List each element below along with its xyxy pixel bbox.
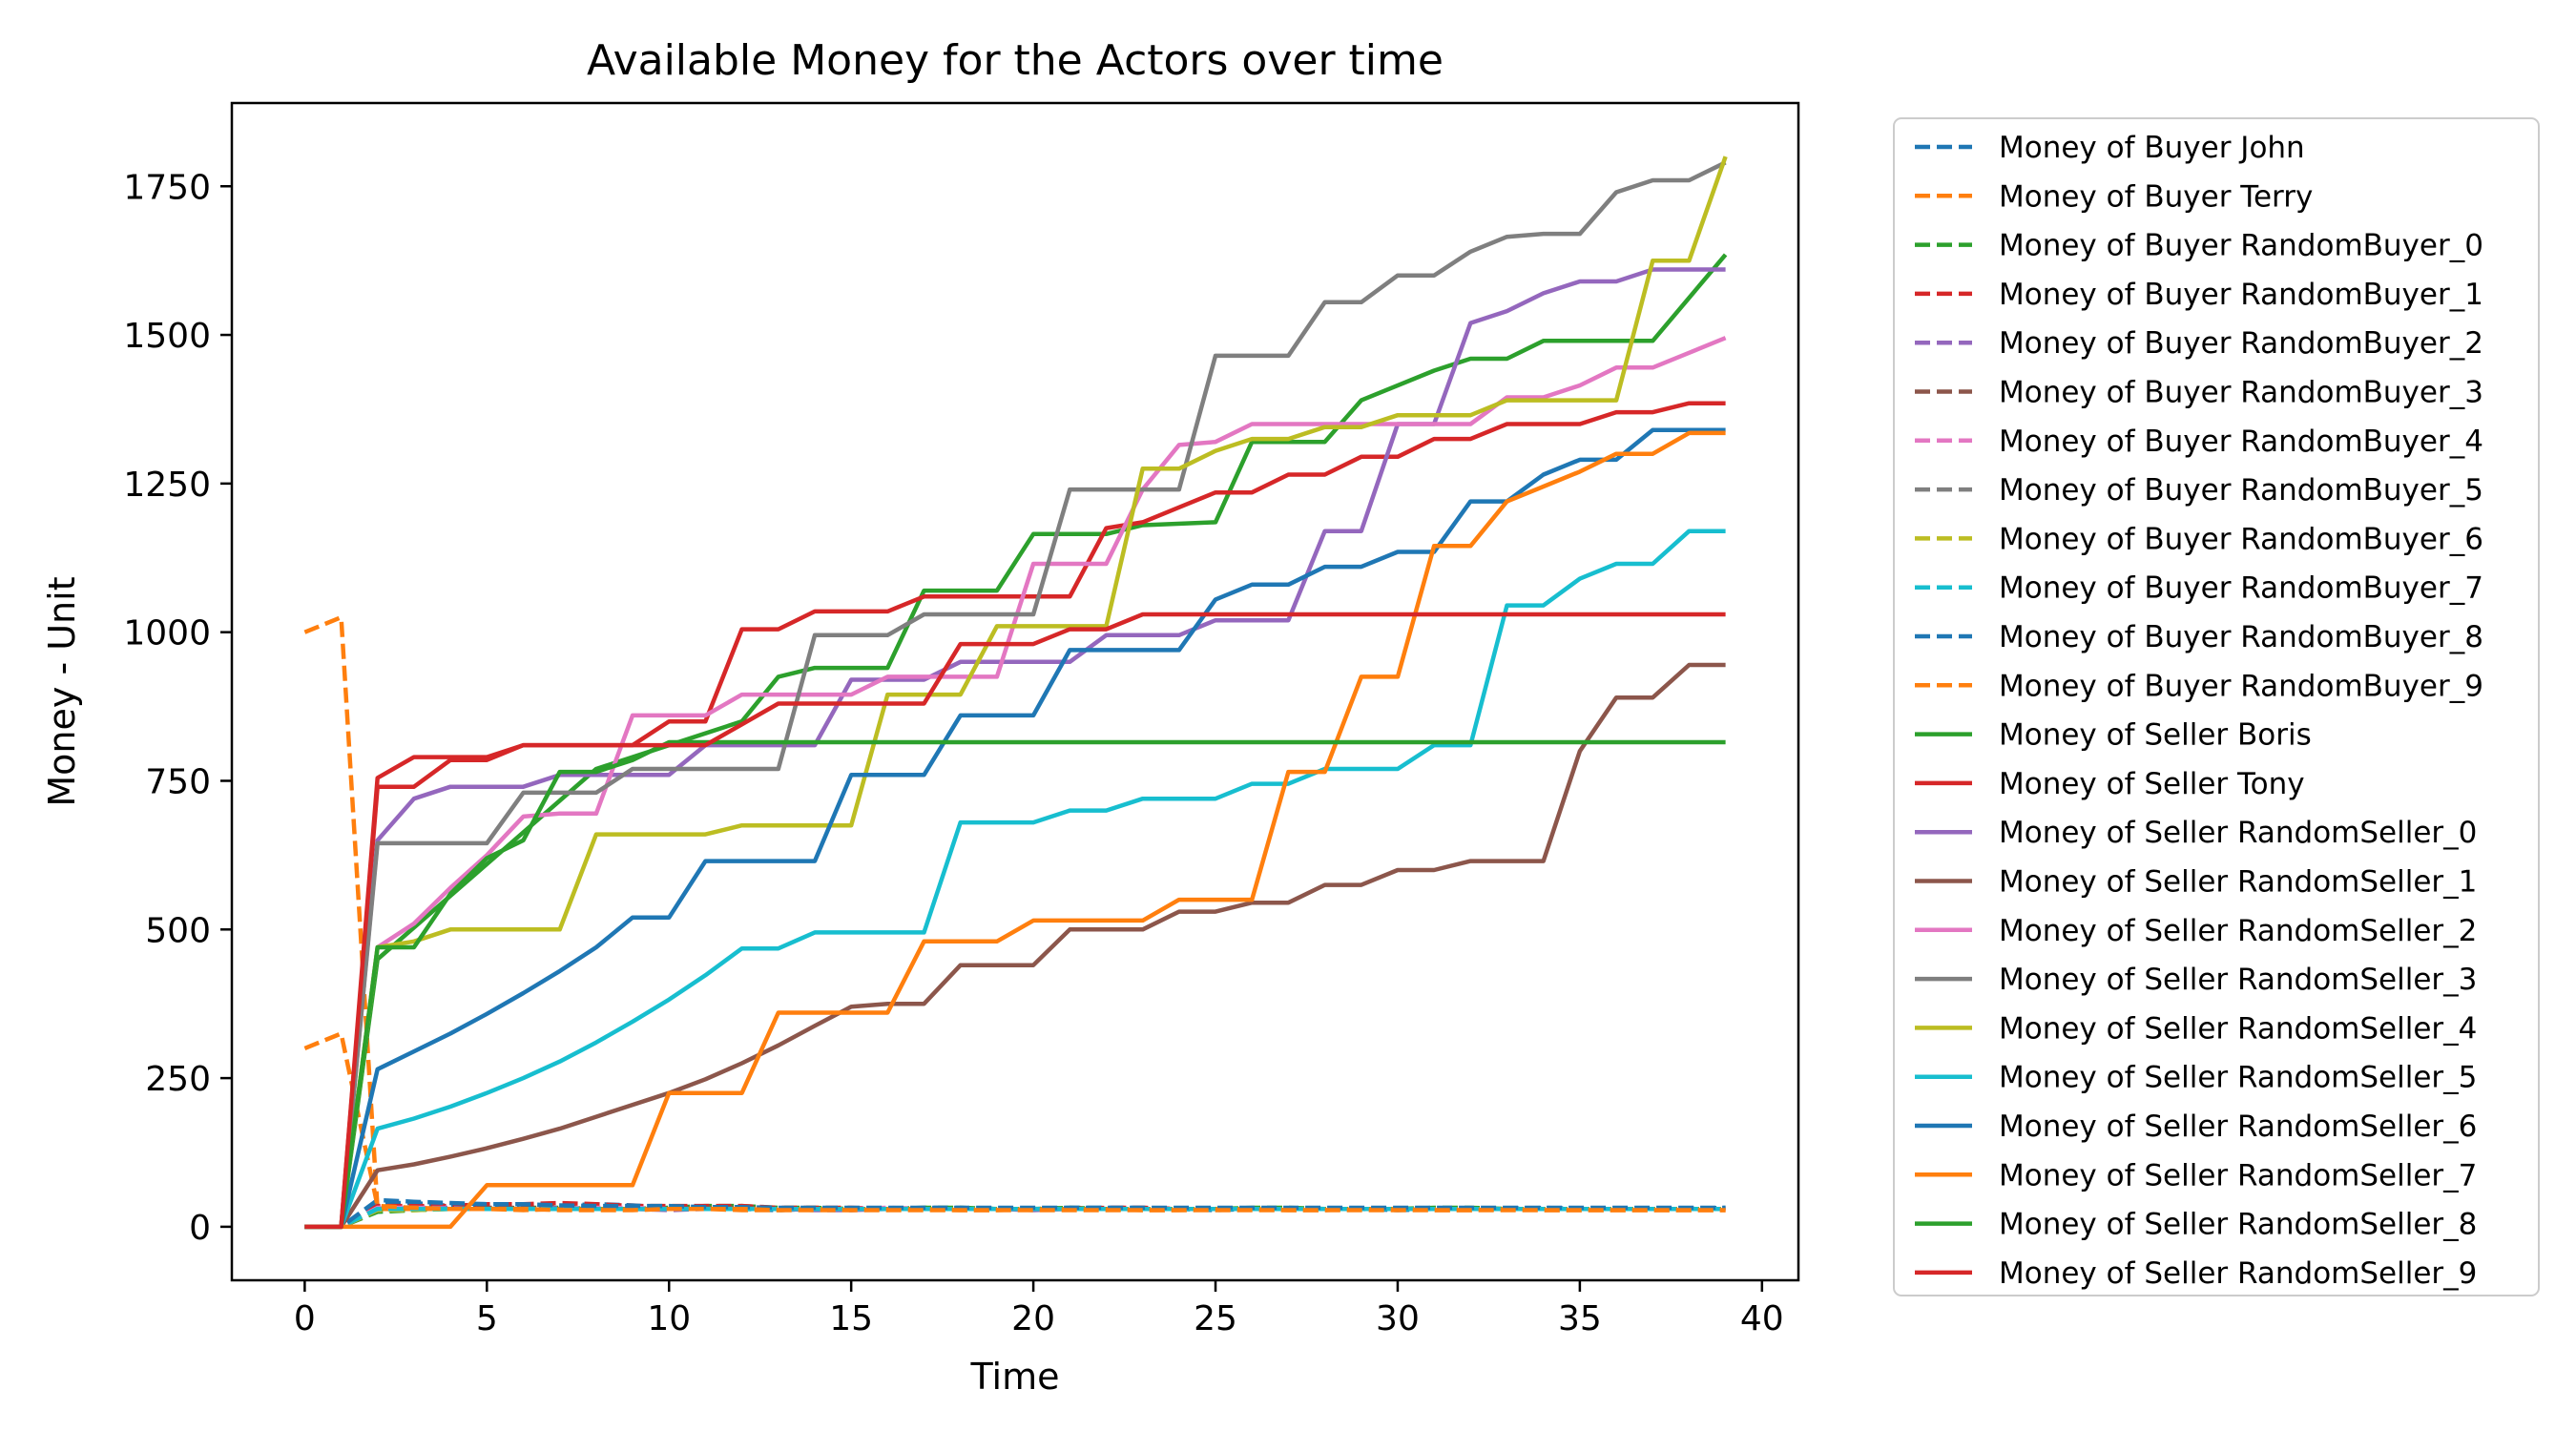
- series-line-18: [304, 156, 1728, 1230]
- x-tick-label: 35: [1558, 1299, 1602, 1338]
- x-axis-label: Time: [970, 1356, 1060, 1398]
- legend-label: Money of Seller RandomSeller_1: [1999, 865, 2477, 900]
- legend-label: Money of Buyer Terry: [1999, 179, 2313, 214]
- series-line-16: [304, 336, 1727, 1230]
- legend-label: Money of Buyer RandomBuyer_5: [1999, 473, 2483, 508]
- x-tick-label: 25: [1194, 1299, 1237, 1338]
- x-tick-label: 5: [476, 1299, 498, 1338]
- x-tick-label: 15: [829, 1299, 873, 1338]
- series-line-23: [304, 612, 1726, 1230]
- y-tick-label: 1250: [123, 466, 211, 505]
- y-tick-label: 1500: [123, 317, 211, 356]
- y-axis: 0 250 500 750 1000 1250 1500 1750: [123, 168, 232, 1248]
- y-axis-label: Money - Unit: [41, 576, 83, 806]
- series-line-10: [304, 1197, 1726, 1230]
- legend-label: Money of Buyer RandomBuyer_7: [1999, 571, 2483, 606]
- y-tick-label: 1750: [123, 168, 211, 207]
- series-line-15: [304, 662, 1726, 1230]
- x-tick-label: 0: [294, 1299, 316, 1338]
- series-line-21: [304, 430, 1726, 1230]
- y-tick-label: 0: [189, 1209, 211, 1248]
- legend-frame: [1893, 117, 2540, 1296]
- legend-label: Money of Buyer RandomBuyer_1: [1999, 278, 2483, 312]
- legend-label: Money of Buyer RandomBuyer_0: [1999, 229, 2483, 263]
- series-line-19: [304, 529, 1726, 1230]
- legend-label: Money of Buyer John: [1999, 131, 2305, 165]
- legend-label: Money of Seller RandomSeller_7: [1999, 1158, 2477, 1192]
- legend-label: Money of Seller Boris: [1999, 718, 2312, 753]
- legend-label: Money of Seller RandomSeller_0: [1999, 816, 2477, 850]
- y-tick-label: 1000: [123, 614, 211, 653]
- x-tick-label: 40: [1740, 1299, 1784, 1338]
- series-line-12: [304, 253, 1728, 1230]
- x-axis: 0 5 10 15 20 25 30 35 40: [294, 1280, 1784, 1338]
- series-line-14: [304, 267, 1726, 1230]
- legend-label: Money of Seller RandomSeller_8: [1999, 1208, 2477, 1242]
- y-tick-label: 250: [145, 1060, 211, 1099]
- x-tick-label: 10: [647, 1299, 691, 1338]
- y-tick-label: 500: [145, 911, 211, 950]
- y-tick-label: 750: [145, 762, 211, 801]
- plot-area: [230, 101, 1800, 1282]
- legend-label: Money of Seller RandomSeller_2: [1999, 914, 2477, 948]
- series-lines: [303, 156, 1728, 1230]
- legend-label: Money of Buyer RandomBuyer_4: [1999, 425, 2483, 459]
- legend: Money of Buyer John Money of Buyer Terry M…: [1893, 117, 2540, 1296]
- legend-label: Money of Seller RandomSeller_5: [1999, 1061, 2477, 1095]
- legend-label: Money of Seller RandomSeller_4: [1999, 1011, 2477, 1046]
- series-line-11: [303, 1031, 1726, 1213]
- series-line-22: [304, 739, 1726, 1230]
- series-line-17: [304, 160, 1727, 1230]
- legend-label: Money of Buyer RandomBuyer_2: [1999, 326, 2483, 361]
- x-tick-label: 20: [1011, 1299, 1055, 1338]
- legend-label: Money of Seller Tony: [1999, 767, 2305, 801]
- legend-label: Money of Buyer RandomBuyer_6: [1999, 522, 2483, 556]
- legend-label: Money of Buyer RandomBuyer_3: [1999, 376, 2483, 410]
- chart-title: Available Money for the Actors over time: [587, 36, 1444, 85]
- legend-label: Money of Seller RandomSeller_6: [1999, 1110, 2477, 1144]
- x-tick-label: 30: [1376, 1299, 1420, 1338]
- legend-label: Money of Buyer RandomBuyer_9: [1999, 669, 2483, 703]
- legend-label: Money of Seller RandomSeller_9: [1999, 1256, 2477, 1291]
- legend-label: Money of Buyer RandomBuyer_8: [1999, 620, 2483, 654]
- series-line-20: [304, 427, 1726, 1230]
- legend-label: Money of Seller RandomSeller_3: [1999, 963, 2477, 997]
- plot-frame: [230, 101, 1800, 1282]
